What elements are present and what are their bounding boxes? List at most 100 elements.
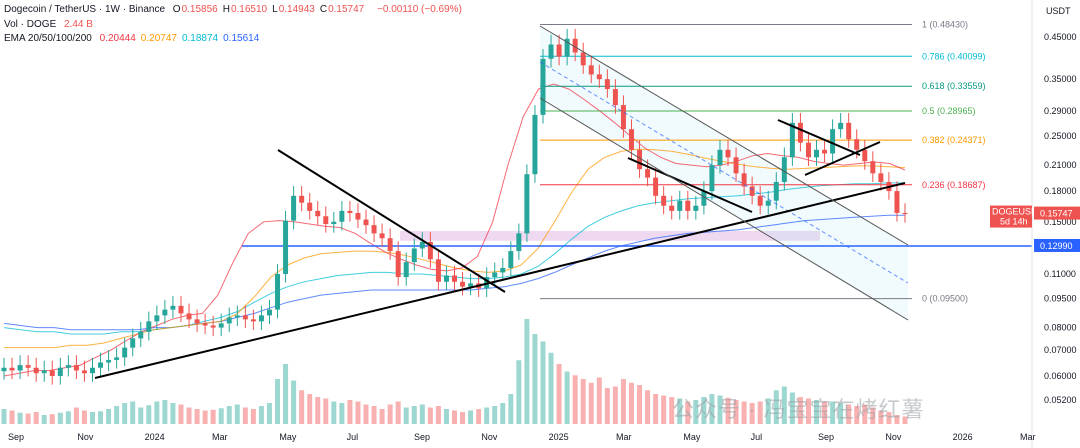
candle-body — [797, 122, 803, 143]
volume-bar — [323, 398, 329, 424]
volume-bar — [669, 397, 675, 424]
volume-bar — [814, 400, 820, 424]
candle-body — [685, 200, 691, 211]
volume-bar — [419, 404, 425, 424]
volume-bar — [540, 341, 546, 424]
candle-body — [435, 259, 441, 282]
y-tick-label: 0.05200 — [1044, 395, 1077, 405]
candle-body — [548, 44, 554, 59]
candle-body — [307, 202, 313, 211]
candle-body — [805, 142, 811, 158]
volume-bar — [89, 412, 95, 424]
volume-value: 2.44 B — [64, 19, 93, 30]
x-tick-label: 2024 — [145, 432, 165, 442]
candle-body — [516, 233, 522, 252]
x-tick-label: May — [279, 432, 297, 442]
volume-bar — [226, 406, 232, 424]
volume-bar — [162, 400, 168, 424]
volume-bar — [741, 401, 747, 424]
x-tick-label: May — [683, 432, 701, 442]
volume-bar — [725, 397, 731, 424]
candle-body — [170, 305, 176, 310]
candle-body — [1, 367, 7, 372]
volume-bar — [556, 364, 562, 424]
fib-level-label: 0.618 (0.33559) — [922, 81, 986, 91]
candle-body — [258, 315, 264, 322]
volume-bar — [138, 407, 144, 424]
candle-body — [89, 367, 95, 374]
volume-bar — [9, 410, 15, 424]
candle-body — [862, 149, 868, 162]
x-tick-label: Sep — [414, 432, 430, 442]
candle-body — [580, 52, 586, 66]
volume-bar — [387, 404, 393, 424]
y-tick-label: 0.08000 — [1044, 323, 1077, 333]
volume-bar — [411, 406, 417, 424]
volume-label: Vol · DOGE — [4, 19, 57, 30]
volume-bar — [548, 352, 554, 424]
candle-body — [106, 359, 112, 363]
candle-body — [218, 323, 224, 328]
ema-value-3: 0.15614 — [223, 33, 260, 44]
volume-bar — [846, 404, 852, 424]
candle-body — [25, 365, 31, 368]
volume-bar — [234, 404, 240, 424]
symbol-tag-countdown: 5d 14h — [1000, 217, 1028, 227]
candle-body — [524, 174, 530, 234]
candle-body — [266, 309, 272, 316]
ohlc-c: C0.15747 — [319, 4, 365, 15]
candle-body — [242, 315, 248, 320]
candle-body — [556, 44, 562, 57]
volume-bar — [339, 403, 345, 424]
ema-row: EMA 20/50/100/200 0.20444 0.20747 0.18874 0… — [4, 33, 269, 44]
candle-body — [73, 365, 79, 371]
volume-bar — [114, 406, 120, 424]
candle-body — [234, 315, 240, 318]
volume-bar — [146, 405, 152, 424]
candle-body — [347, 210, 353, 214]
volume-bar — [73, 407, 79, 424]
descending-trendline-1 — [277, 149, 506, 293]
volume-bar — [709, 394, 715, 424]
volume-bar — [178, 404, 184, 424]
candle-body — [749, 186, 755, 196]
volume-bar — [250, 409, 256, 424]
volume-bar — [379, 409, 385, 424]
volume-bar — [130, 401, 136, 424]
y-tick-label: 0.11000 — [1044, 269, 1076, 279]
y-tick-label: 0.21000 — [1044, 160, 1077, 170]
candle-body — [508, 251, 514, 268]
candle-body — [540, 58, 546, 115]
volume-bar — [347, 400, 353, 424]
volume-bar — [604, 388, 610, 424]
volume-bar — [572, 375, 578, 424]
volume-bar — [122, 403, 128, 424]
volume-bar — [596, 377, 602, 424]
candle-body — [596, 74, 602, 80]
candle-body — [588, 65, 594, 75]
fib-level-label: 0.236 (0.18687) — [922, 180, 986, 190]
candle-body — [299, 195, 305, 203]
candle-body — [468, 283, 474, 287]
y-tick-label: 0.29000 — [1044, 106, 1077, 116]
candle-body — [331, 221, 337, 225]
candle-body — [250, 319, 256, 322]
ohlc-values: O0.15856 H0.16510 L0.14943 C0.15747 — [173, 4, 369, 15]
volume-bar — [902, 416, 908, 424]
candle-body — [411, 248, 417, 263]
y-tick-label: 0.18000 — [1044, 186, 1077, 196]
candle-body — [717, 149, 723, 166]
candle-body — [202, 323, 208, 326]
candle-body — [355, 213, 361, 220]
volume-bar — [1, 409, 7, 424]
candle-body — [789, 122, 795, 158]
volume-bar — [653, 394, 659, 424]
x-tick-label: Jul — [751, 432, 763, 442]
ohlc-o: O0.15856 — [172, 4, 218, 15]
volume-bar — [57, 412, 63, 424]
volume-bar — [98, 411, 104, 424]
ema-value-1: 0.20747 — [140, 33, 177, 44]
candle-body — [733, 157, 739, 174]
y-tick-label: 0.09500 — [1044, 294, 1077, 304]
